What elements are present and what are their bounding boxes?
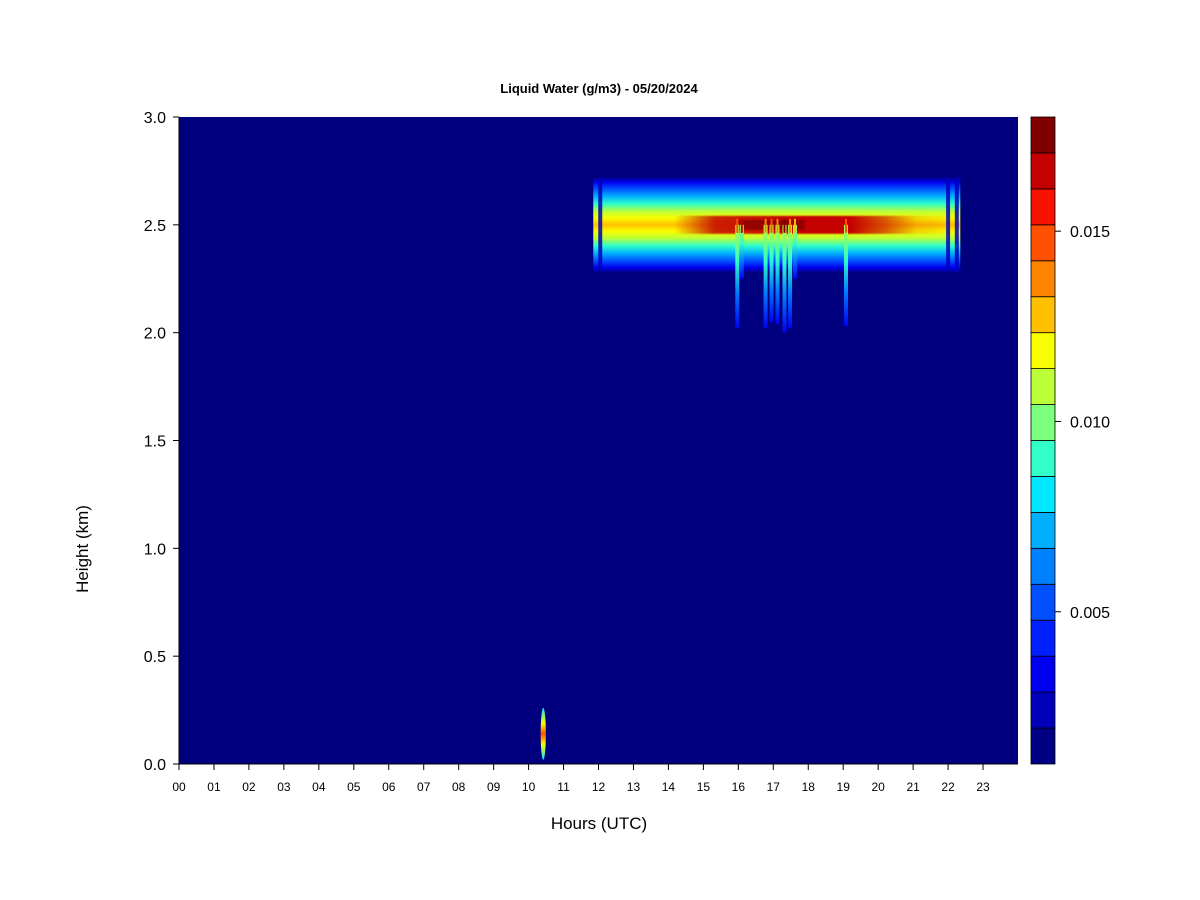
chart-title: Liquid Water (g/m3) - 05/20/2024 (500, 81, 698, 96)
cloud-layer-gap (598, 177, 603, 273)
colorbar-segment (1030, 404, 1056, 441)
colorbar-segment (1030, 583, 1056, 621)
cloud-layer-gap (954, 177, 959, 273)
colorbar-segment (1030, 260, 1056, 298)
x-tick-label: 21 (906, 780, 920, 794)
colorbar-segment (1030, 332, 1056, 370)
drizzle-streak (775, 224, 780, 325)
x-tick-label: 02 (242, 780, 256, 794)
x-tick-label: 23 (976, 780, 990, 794)
y-tick-label: 0.5 (144, 649, 166, 666)
colorbar-segment (1030, 655, 1056, 693)
colorbar-tick-label: 0.015 (1070, 224, 1110, 241)
x-tick-label: 09 (487, 780, 501, 794)
x-tick-label: 06 (382, 780, 396, 794)
colorbar-segment (1030, 511, 1056, 549)
colorbar-segment (1030, 116, 1056, 154)
x-tick-label: 19 (837, 780, 851, 794)
drizzle-streak (769, 224, 774, 322)
x-tick-label: 03 (277, 780, 291, 794)
x-tick-label: 11 (557, 780, 570, 794)
near-surface-spike (540, 707, 546, 760)
colorbar-segment (1030, 224, 1056, 262)
colorbar-segment (1030, 547, 1056, 585)
colorbar-segment (1030, 476, 1056, 513)
colorbar-segment (1030, 152, 1056, 190)
drizzle-streak-top (776, 218, 779, 233)
surface-spike (540, 707, 546, 760)
colorbar-segment (1030, 691, 1056, 729)
drizzle-streak (763, 224, 768, 329)
x-tick-label: 10 (522, 780, 536, 794)
colorbar-segment (1030, 296, 1056, 334)
y-axis-label: Height (km) (73, 505, 92, 593)
x-tick-label: 16 (732, 780, 746, 794)
y-tick-label: 2.0 (144, 326, 166, 343)
colorbar-segment (1030, 440, 1056, 477)
drizzle-streak (788, 224, 793, 329)
drizzle-streak-top (793, 218, 796, 233)
drizzle-streak-top (740, 218, 743, 233)
y-tick-label: 1.0 (144, 541, 166, 558)
drizzle-streak-top (764, 218, 767, 233)
colorbar-segment (1030, 368, 1056, 405)
x-tick-label: 05 (347, 780, 361, 794)
x-tick-label: 00 (172, 780, 186, 794)
x-tick-label: 14 (662, 780, 676, 794)
y-axis-ticks: 0.0 0.5 1.0 1.5 2.0 2.5 3.0 (144, 110, 179, 774)
x-tick-label: 17 (767, 780, 781, 794)
x-tick-label: 07 (417, 780, 431, 794)
colorbar-segment (1030, 619, 1056, 657)
drizzle-streak-top (845, 218, 848, 233)
drizzle-streak (735, 224, 740, 329)
x-tick-label: 15 (697, 780, 711, 794)
x-tick-label: 13 (627, 780, 641, 794)
drizzle-streak-top (736, 218, 739, 233)
drizzle-streak (782, 224, 787, 333)
x-axis-label: Hours (UTC) (551, 814, 647, 833)
drizzle-streak (739, 224, 744, 279)
colorbar-tick-label: 0.005 (1070, 605, 1110, 622)
cloud-layer-gap (946, 177, 951, 273)
drizzle-streak (844, 224, 849, 327)
y-tick-label: 0.0 (144, 757, 166, 774)
x-tick-label: 01 (207, 780, 221, 794)
x-tick-label: 22 (941, 780, 955, 794)
drizzle-streaks (735, 218, 849, 333)
x-tick-label: 12 (592, 780, 606, 794)
x-tick-label: 18 (802, 780, 816, 794)
y-tick-label: 1.5 (144, 434, 166, 451)
colorbar-tick-label: 0.010 (1070, 414, 1110, 431)
colorbar-segment (1030, 727, 1056, 765)
x-tick-label: 08 (452, 780, 466, 794)
drizzle-streak-top (783, 218, 786, 233)
y-tick-label: 2.5 (144, 218, 166, 235)
drizzle-streak (792, 224, 797, 279)
x-tick-label: 04 (312, 780, 326, 794)
x-tick-label: 20 (871, 780, 885, 794)
drizzle-streak-top (770, 218, 773, 233)
x-axis-ticks: 00 01 02 03 04 05 06 07 08 09 10 11 12 13 14 15 16 17 18 19… (172, 764, 990, 794)
y-tick-label: 3.0 (144, 110, 166, 127)
colorbar-segment (1030, 188, 1056, 226)
drizzle-streak-top (789, 218, 792, 233)
colorbar (1030, 116, 1056, 765)
colorbar-ticks: 0.005 0.010 0.015 (1055, 224, 1110, 622)
